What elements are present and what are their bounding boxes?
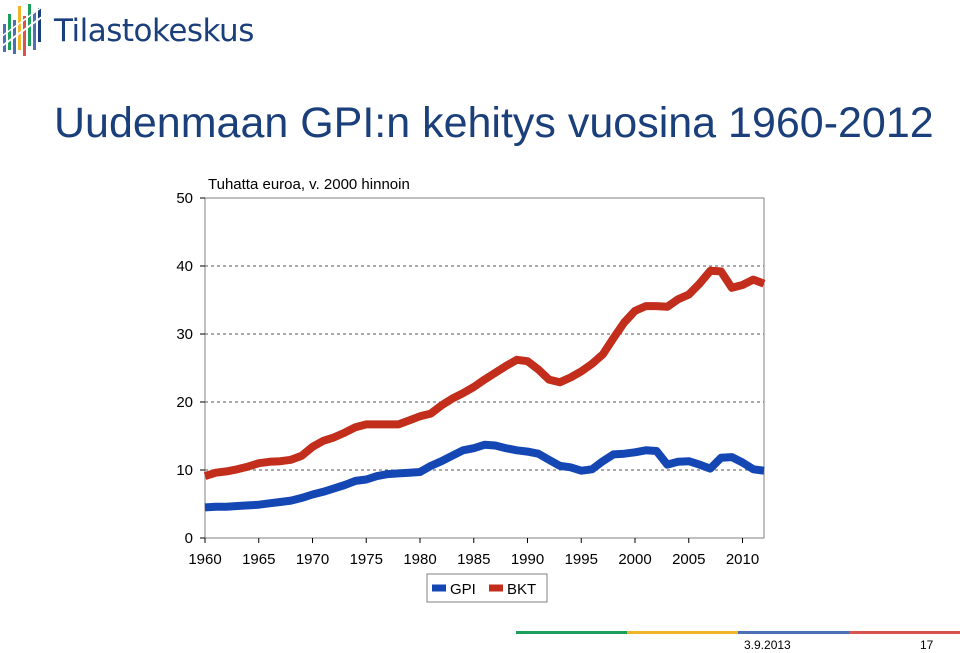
y-tick-label-10: 10: [176, 462, 193, 479]
x-tick-label-2000: 2000: [618, 551, 651, 568]
legend-label-bkt: BKT: [507, 581, 536, 598]
footer-bar-blue: [738, 631, 849, 634]
x-tick-label-2010: 2010: [726, 551, 759, 568]
page-number: 17: [920, 638, 934, 652]
x-tick-label-1975: 1975: [350, 551, 383, 568]
chart-series: [203, 266, 766, 512]
x-tick-label-1980: 1980: [403, 551, 436, 568]
y-tick-label-30: 30: [176, 326, 193, 343]
y-tick-label-20: 20: [176, 394, 193, 411]
x-tick-label-1970: 1970: [296, 551, 329, 568]
x-tick-label-1960: 1960: [188, 551, 221, 568]
footer-bar-green: [516, 631, 627, 634]
footer-bar-yellow: [627, 631, 738, 634]
x-tick-label-1965: 1965: [242, 551, 275, 568]
chart-legend: GPI BKT: [426, 573, 548, 603]
x-tick-label-1995: 1995: [565, 551, 598, 568]
legend-label-gpi: GPI: [450, 581, 476, 598]
x-tick-label-1990: 1990: [511, 551, 544, 568]
plot-area-frame: [204, 197, 765, 539]
y-tick-label-0: 0: [185, 530, 193, 547]
tilastokeskus-logo-icon: [2, 3, 47, 56]
y-tick-label-40: 40: [176, 258, 193, 275]
chart-unit-label: Tuhatta euroa, v. 2000 hinnoin: [208, 176, 410, 193]
chart-axes: 0 10 20 30 40 50 1960 1965 1970 1975 1980 1985 1990 1…: [176, 190, 759, 568]
legend-box: [426, 573, 548, 603]
x-tick-label-2005: 2005: [672, 551, 705, 568]
series-line-gpi: [204, 440, 765, 512]
tilastokeskus-logo: Tilastokeskus: [2, 2, 254, 58]
footer-date: 3.9.2013: [744, 638, 791, 652]
y-tick-label-50: 50: [176, 190, 193, 207]
x-tick-label-1985: 1985: [457, 551, 490, 568]
footer-bar-red: [849, 631, 960, 634]
slide-title: Uudenmaan GPI:n kehitys vuosina 1960-201…: [54, 99, 934, 147]
logo-text: Tilastokeskus: [54, 13, 254, 49]
series-line-bkt: [203, 266, 766, 480]
